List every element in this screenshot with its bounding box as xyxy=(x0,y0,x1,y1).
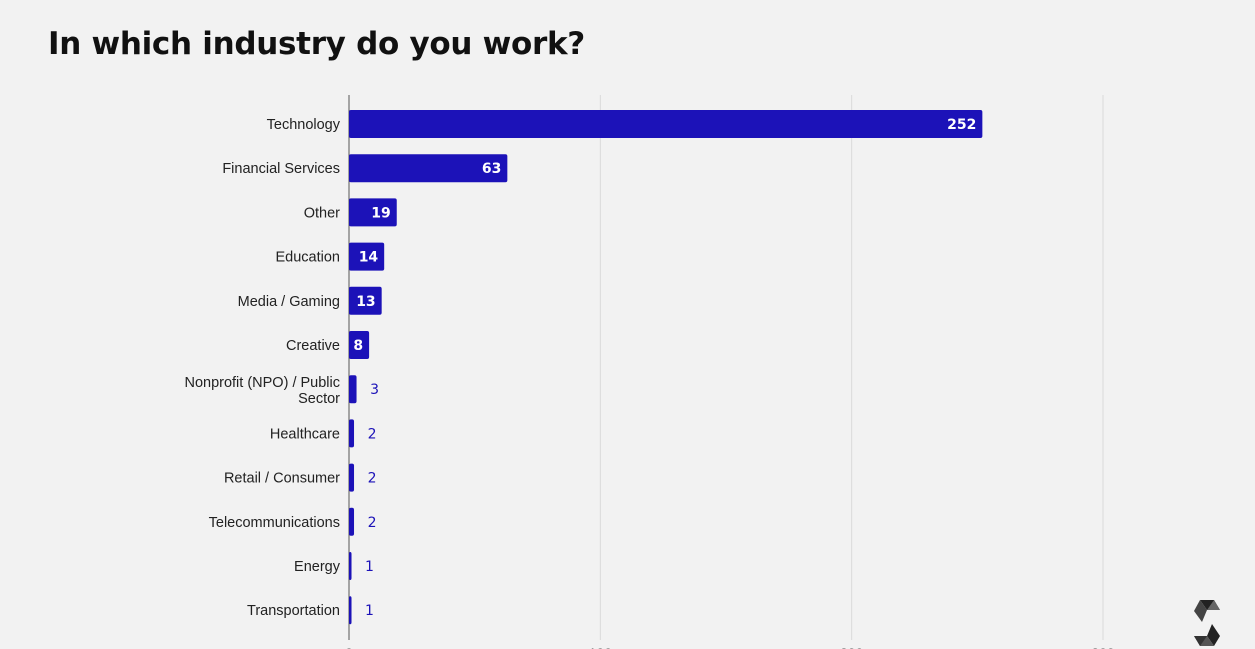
data-label: 2 xyxy=(368,426,377,442)
bar xyxy=(349,596,352,625)
category-label: Retail / Consumer xyxy=(224,471,340,487)
bar xyxy=(349,552,352,580)
category-label: Telecommunications xyxy=(209,515,340,531)
bar xyxy=(349,507,355,536)
category-label: Nonprofit (NPO) / Public xyxy=(184,375,340,391)
category-label: Sector xyxy=(298,391,340,407)
bar xyxy=(349,419,355,448)
hexagon-s-logo-icon xyxy=(1194,600,1220,646)
bar xyxy=(349,198,397,227)
x-tick-label: 200 xyxy=(840,645,864,649)
data-label: 2 xyxy=(368,471,377,487)
data-label: 252 xyxy=(947,117,976,133)
category-label: Healthcare xyxy=(270,426,340,442)
data-label: 1 xyxy=(365,603,374,619)
category-label: Technology xyxy=(267,117,341,133)
x-tick-label: 300 xyxy=(1091,645,1115,649)
bar xyxy=(349,110,983,138)
bar xyxy=(349,375,357,404)
bar xyxy=(349,154,508,183)
bar xyxy=(349,331,370,359)
data-label: 14 xyxy=(359,250,379,266)
chart-title: In which industry do you work? xyxy=(48,26,585,62)
bar xyxy=(349,286,382,315)
category-label: Energy xyxy=(294,559,341,575)
category-label: Other xyxy=(304,205,340,221)
data-label: 8 xyxy=(353,338,363,354)
category-label: Media / Gaming xyxy=(238,294,340,310)
category-label: Transportation xyxy=(247,603,340,619)
bar xyxy=(349,463,355,492)
bar xyxy=(349,242,385,271)
x-tick-label: 0 xyxy=(345,645,353,649)
data-label: 19 xyxy=(371,205,390,221)
data-label: 13 xyxy=(356,294,375,310)
category-label: Financial Services xyxy=(222,161,340,177)
category-label: Education xyxy=(276,250,341,266)
x-tick-label: 100 xyxy=(589,645,613,649)
data-label: 63 xyxy=(482,161,501,177)
data-label: 2 xyxy=(368,515,377,531)
data-label: 3 xyxy=(370,382,379,398)
data-label: 1 xyxy=(365,559,374,575)
category-label: Creative xyxy=(286,338,340,354)
